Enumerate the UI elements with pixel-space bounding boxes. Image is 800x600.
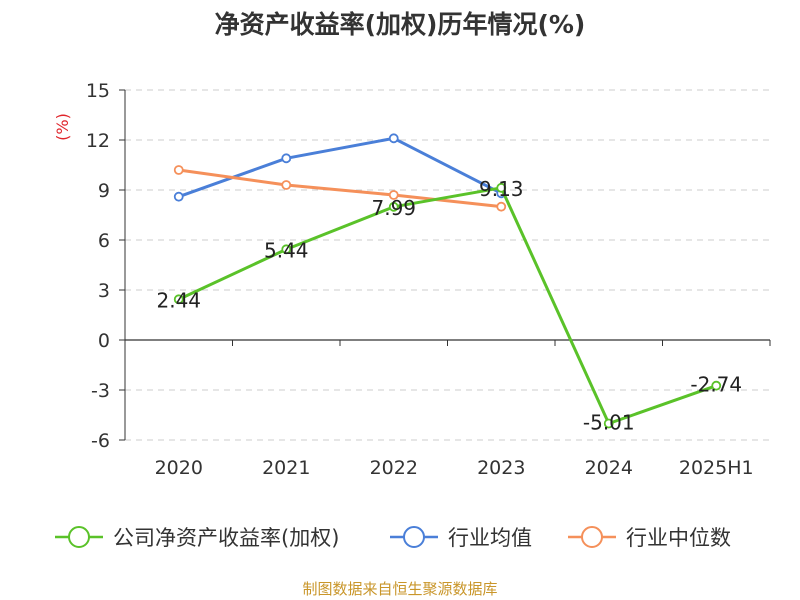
data-label: -2.74: [690, 373, 742, 397]
data-point: [388, 133, 399, 144]
data-labels: 2.44 5.44 7.99 9.13 -5.01 -2.74: [156, 177, 742, 435]
data-point: [603, 418, 614, 429]
series-line: [178, 186, 717, 425]
y-tick-label: -3: [91, 380, 110, 402]
data-point: [496, 182, 507, 193]
x-tick-label: 2021: [262, 457, 310, 479]
data-label: 2.44: [156, 288, 201, 312]
legend-item[interactable]: 公司净资产收益率(加权): [55, 526, 339, 550]
data-point: [496, 201, 507, 212]
data-point: [388, 201, 399, 212]
legend-item[interactable]: 行业中位数: [568, 526, 731, 550]
data-point: [281, 180, 292, 190]
x-tick-label: 2023: [477, 457, 525, 479]
chart-title: 净资产收益率(加权)历年情况(%): [215, 10, 586, 39]
data-point: [388, 190, 399, 200]
y-tick-label: 15: [86, 80, 110, 102]
x-tick-label: 2020: [155, 457, 203, 479]
series-2: [173, 165, 507, 212]
data-label: 7.99: [371, 196, 416, 220]
grid-lines: [125, 89, 770, 441]
y-tick-label: 9: [98, 180, 110, 202]
y-tick-label: 3: [98, 280, 110, 302]
x-tick-label: 2025H1: [679, 457, 754, 479]
legend-label: 行业中位数: [626, 526, 731, 550]
x-tick-label: 2024: [585, 457, 633, 479]
legend-swatch-marker: [403, 526, 425, 548]
data-point: [173, 191, 184, 202]
y-tick-label: -6: [91, 430, 110, 452]
legend[interactable]: 公司净资产收益率(加权) 行业均值 行业中位数: [55, 526, 731, 550]
axes: 15 12 9 6 3 0 -3 -6 2020 2021 2022 2023 2024 2025H1: [86, 80, 771, 479]
legend-swatch-marker: [68, 526, 90, 548]
legend-label: 行业均值: [448, 526, 532, 550]
series-0: [173, 182, 722, 429]
data-point: [173, 294, 184, 305]
data-point: [281, 153, 292, 164]
x-tick-label: 2022: [370, 457, 418, 479]
data-point: [711, 380, 722, 391]
series-line: [178, 168, 502, 209]
y-tick-label: 6: [98, 230, 110, 252]
series-line: [178, 136, 502, 199]
y-tick-label: 0: [98, 330, 110, 352]
data-point: [173, 165, 184, 175]
data-label: 9.13: [479, 177, 524, 201]
legend-item[interactable]: 行业均值: [390, 526, 532, 550]
y-axis-label: (%): [53, 113, 72, 141]
data-label: -5.01: [583, 411, 635, 435]
data-point: [281, 244, 292, 255]
data-label: 5.44: [264, 238, 309, 262]
y-tick-label: 12: [86, 130, 110, 152]
source-note: 制图数据来自恒生聚源数据库: [302, 580, 497, 598]
legend-label: 公司净资产收益率(加权): [113, 526, 339, 550]
legend-swatch-marker: [581, 526, 603, 548]
series-lines: [173, 133, 722, 429]
